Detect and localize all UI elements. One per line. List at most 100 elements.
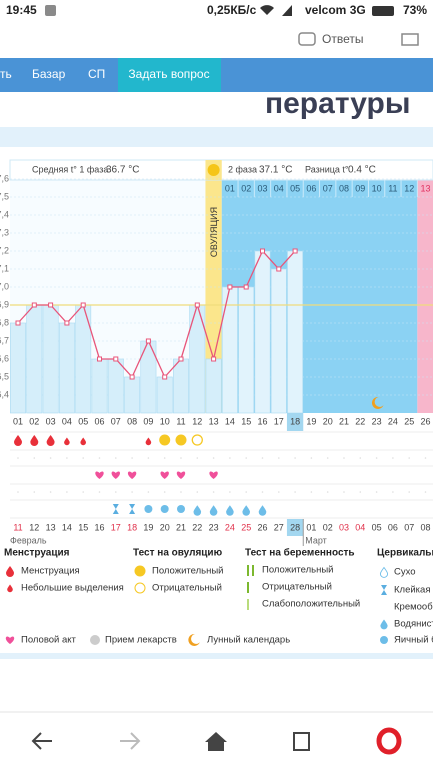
day-label: 21 <box>339 416 349 426</box>
day-label: 16 <box>257 416 267 426</box>
row-dot <box>261 457 264 459</box>
row-dot <box>294 491 296 493</box>
temperature-point <box>80 302 86 308</box>
row-dot <box>359 491 362 493</box>
temperature-point <box>292 248 298 254</box>
row-dot <box>375 457 378 459</box>
y-tick-label: 37,5 <box>0 191 9 201</box>
day-label: 19 <box>306 416 316 426</box>
row-dot <box>245 491 247 493</box>
back-button[interactable] <box>31 732 52 750</box>
sticky-icon <box>129 504 136 514</box>
legend-title: Цервикальная слизь <box>377 548 433 559</box>
y-tick-label: 37,1 <box>0 263 9 273</box>
row-dot <box>115 491 117 493</box>
legend-icon <box>7 584 13 593</box>
ask-button[interactable] <box>118 58 221 92</box>
legend-item: Менструация <box>21 566 80 577</box>
day-label: 05 <box>78 416 88 426</box>
nav-item[interactable]: Базар <box>32 67 66 81</box>
status-icon <box>45 5 56 16</box>
nav-item[interactable]: СП <box>88 67 105 81</box>
watery-icon <box>242 505 250 516</box>
row-dot <box>229 491 231 493</box>
row-dot <box>17 457 19 459</box>
legend-item: Половой акт <box>21 635 77 646</box>
spotting-icon <box>80 437 86 446</box>
mail-icon[interactable] <box>401 33 419 46</box>
row-dot <box>98 457 101 459</box>
phase2-day: 03 <box>257 183 267 193</box>
creamy-icon <box>276 504 282 514</box>
band <box>0 653 433 659</box>
temperature-bar <box>156 376 173 414</box>
date-label: 19 <box>143 522 153 532</box>
egg-white-icon <box>177 505 185 513</box>
signal-icon <box>282 5 292 16</box>
temperature-bar <box>26 304 43 414</box>
ovulation-positive-icon <box>175 434 187 446</box>
y-tick-label: 37,6 <box>0 173 9 183</box>
temperature-point <box>31 302 37 308</box>
home-button[interactable] <box>205 732 227 751</box>
intercourse-icon <box>111 471 120 479</box>
watery-icon <box>209 505 218 516</box>
phase2-day: 07 <box>323 183 333 193</box>
temperature-point <box>113 356 119 362</box>
legend-item: Положительный <box>262 565 333 576</box>
row-dot <box>49 457 52 459</box>
date-label: 15 <box>78 522 88 532</box>
watery-icon <box>226 505 234 516</box>
row-dot <box>33 457 36 459</box>
row-dot <box>147 457 150 459</box>
tabs-button[interactable] <box>293 732 310 751</box>
legend-item: Клейкая <box>394 585 430 596</box>
y-tick-label: 37,3 <box>0 227 9 237</box>
row-dot <box>212 491 215 493</box>
nav-item[interactable]: ть <box>0 67 12 81</box>
y-tick-label: 36,8 <box>0 317 9 327</box>
temperature-bar <box>124 376 141 414</box>
temperature-point <box>129 374 135 380</box>
day-label: 08 <box>127 416 137 426</box>
row-dot <box>131 491 133 493</box>
date-label: 17 <box>111 522 121 532</box>
legend-title: Тест на овуляцию <box>133 548 223 559</box>
opera-button[interactable] <box>376 727 402 755</box>
row-dot <box>82 457 84 459</box>
legend-icon <box>380 619 388 630</box>
temperature-point <box>64 320 70 326</box>
status-carrier: velcom 3G <box>305 3 366 17</box>
y-tick-label: 36,5 <box>0 371 9 381</box>
row-dot <box>310 491 313 493</box>
legend-title: Менструация <box>4 548 70 559</box>
y-tick-label: 36,4 <box>0 389 9 399</box>
date-label: 20 <box>160 522 170 532</box>
date-label: 08 <box>420 522 430 532</box>
temperature-bar <box>42 304 59 414</box>
row-dot <box>424 491 427 493</box>
forward-button[interactable] <box>120 732 141 750</box>
date-label: 07 <box>404 522 414 532</box>
row-dot <box>343 491 345 493</box>
answers-icon <box>298 32 316 46</box>
row-dot <box>408 491 411 493</box>
status-time: 19:45 <box>6 3 37 17</box>
ovulation-negative-icon <box>191 434 203 446</box>
row-dot <box>343 457 345 459</box>
phase2-day: 11 <box>388 183 397 193</box>
spotting-icon <box>145 437 152 446</box>
row-dot <box>17 491 19 493</box>
temperature-point <box>48 302 54 308</box>
menstruation-icon <box>30 435 39 446</box>
menstruation-icon <box>46 435 55 446</box>
legend-item: Слабоположительный <box>262 599 360 610</box>
date-label: 23 <box>209 522 219 532</box>
legend-icon <box>382 602 387 612</box>
day-label: 09 <box>143 416 153 426</box>
answers-link[interactable]: Ответы <box>298 32 363 46</box>
date-label: 02 <box>323 522 333 532</box>
day-label: 13 <box>209 416 219 426</box>
ovulation-dot <box>207 164 220 176</box>
date-label: 05 <box>372 522 382 532</box>
